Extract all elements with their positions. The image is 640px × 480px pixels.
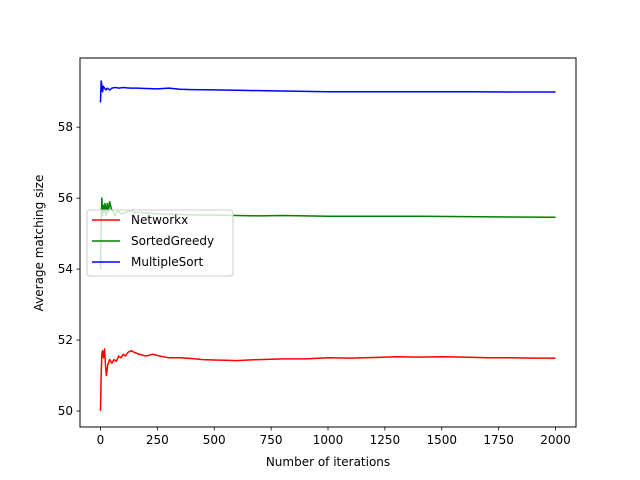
axes-layer: 0 250 500 750 1000 1250 1500 1750 2000 50 52 54 56 58 [58,57,577,447]
x-tick-label: 1750 [483,433,514,447]
x-tick-label: 2000 [540,433,571,447]
series-line-networkx [99,348,556,412]
x-tick-label: 750 [260,433,283,447]
y-tick-label: 50 [58,404,73,418]
legend-box [86,209,234,277]
x-tick-label: 1500 [426,433,457,447]
y-tick-label: 56 [58,191,73,205]
y-tick-label: 54 [58,262,73,276]
x-tick-label: 0 [97,433,105,447]
x-axis-label: Number of iterations [266,455,390,469]
legend-label-sortedgreedy: SortedGreedy [131,234,214,248]
legend: Networkx SortedGreedy MultipleSort [86,209,234,277]
y-tick-label: 52 [58,333,73,347]
legend-label-networkx: Networkx [131,213,188,227]
x-tick-label: 500 [203,433,226,447]
y-tick-label: 58 [58,120,73,134]
y-axis-label: Average matching size [32,175,46,312]
legend-items: Networkx SortedGreedy MultipleSort [92,213,214,269]
x-tick-label: 1250 [370,433,401,447]
x-tick-label: 250 [146,433,169,447]
series-line-multiplesort [99,80,556,103]
x-tick-label: 1000 [313,433,344,447]
legend-label-multiplesort: MultipleSort [131,255,204,269]
